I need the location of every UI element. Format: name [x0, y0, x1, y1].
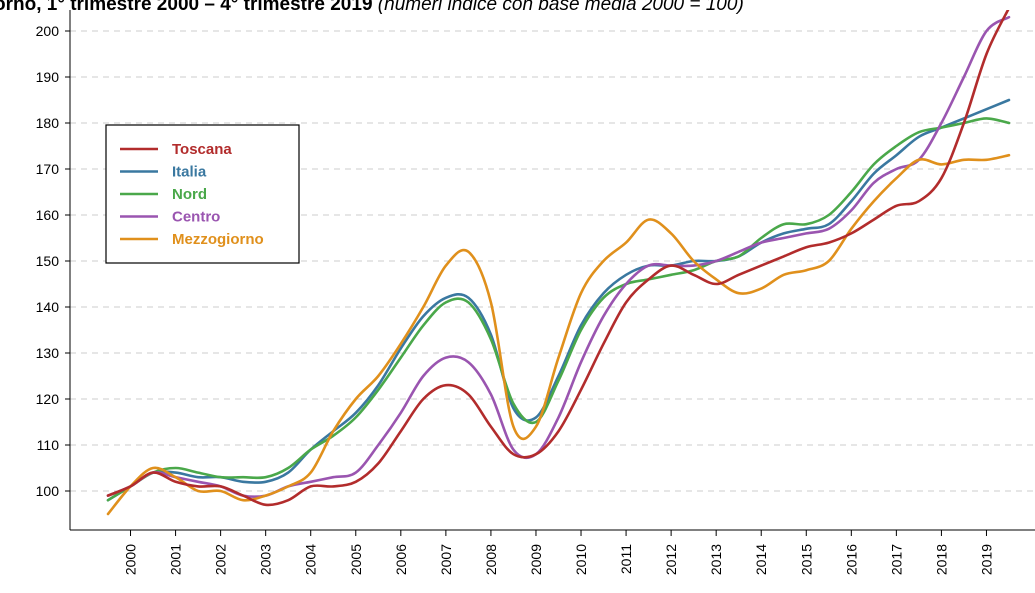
series-line-italia [106, 98, 1011, 502]
y-tick-label: 150 [36, 253, 60, 269]
x-tick-label: 2015 [798, 544, 814, 575]
axes: 100 110 120 130 140 150 160 170 180 190 200 2000 200… [36, 10, 1035, 575]
x-tick-label: 2003 [258, 544, 274, 575]
chart-title-bold: orno, 1° trimestre 2000 – 4° trimestre 2… [0, 0, 373, 15]
y-tick-label: 160 [36, 207, 60, 223]
x-tick-label: 2001 [168, 544, 184, 575]
x-tick-label: 2007 [438, 544, 454, 575]
gridlines [70, 30, 1035, 492]
y-tick-label: 180 [36, 115, 60, 131]
chart-title: orno, 1° trimestre 2000 – 4° trimestre 2… [0, 0, 1035, 16]
x-tick-label: 2004 [303, 544, 319, 575]
x-tick-label: 2008 [483, 544, 499, 575]
y-tick-label: 110 [37, 437, 60, 453]
x-tick-label: 2011 [618, 544, 634, 574]
series-lines [106, 10, 1011, 516]
y-tick-label: 170 [36, 161, 60, 177]
x-tick-label: 2005 [348, 544, 364, 575]
y-tick-label: 200 [36, 23, 60, 39]
x-tick-label: 2013 [708, 544, 724, 575]
x-tick-label: 2002 [213, 544, 229, 575]
x-tick-label: 2000 [123, 544, 139, 575]
y-tick-label: 100 [36, 483, 60, 499]
series-line-mezzogiorno [106, 153, 1011, 516]
y-tick-label: 130 [36, 345, 60, 361]
legend-label: Italia [172, 164, 207, 181]
series-line-toscana [106, 10, 1010, 507]
x-tick-label: 2014 [753, 544, 769, 575]
x-tick-label: 2019 [978, 544, 994, 575]
legend-label: Centro [172, 209, 220, 226]
legend-label: Toscana [172, 141, 232, 158]
y-tick-label: 190 [36, 69, 60, 85]
y-tick-label: 140 [36, 299, 60, 315]
legend-label: Nord [172, 186, 207, 203]
x-tick-label: 2009 [528, 544, 544, 575]
x-tick-label: 2017 [888, 544, 904, 575]
y-tick-label: 120 [36, 391, 60, 407]
series-line-nord [106, 117, 1011, 502]
chart-title-italic: (numeri indice con base media 2000 = 100… [372, 0, 744, 15]
legend: Toscana Italia Nord Centro Mezzogiorno [105, 124, 300, 264]
x-tick-label: 2010 [573, 544, 589, 575]
x-tick-label: 2006 [393, 544, 409, 575]
x-tick-label: 2016 [843, 544, 859, 575]
x-tick-label: 2018 [933, 544, 949, 575]
legend-label: Mezzogiorno [172, 231, 264, 248]
x-tick-label: 2012 [663, 544, 679, 575]
